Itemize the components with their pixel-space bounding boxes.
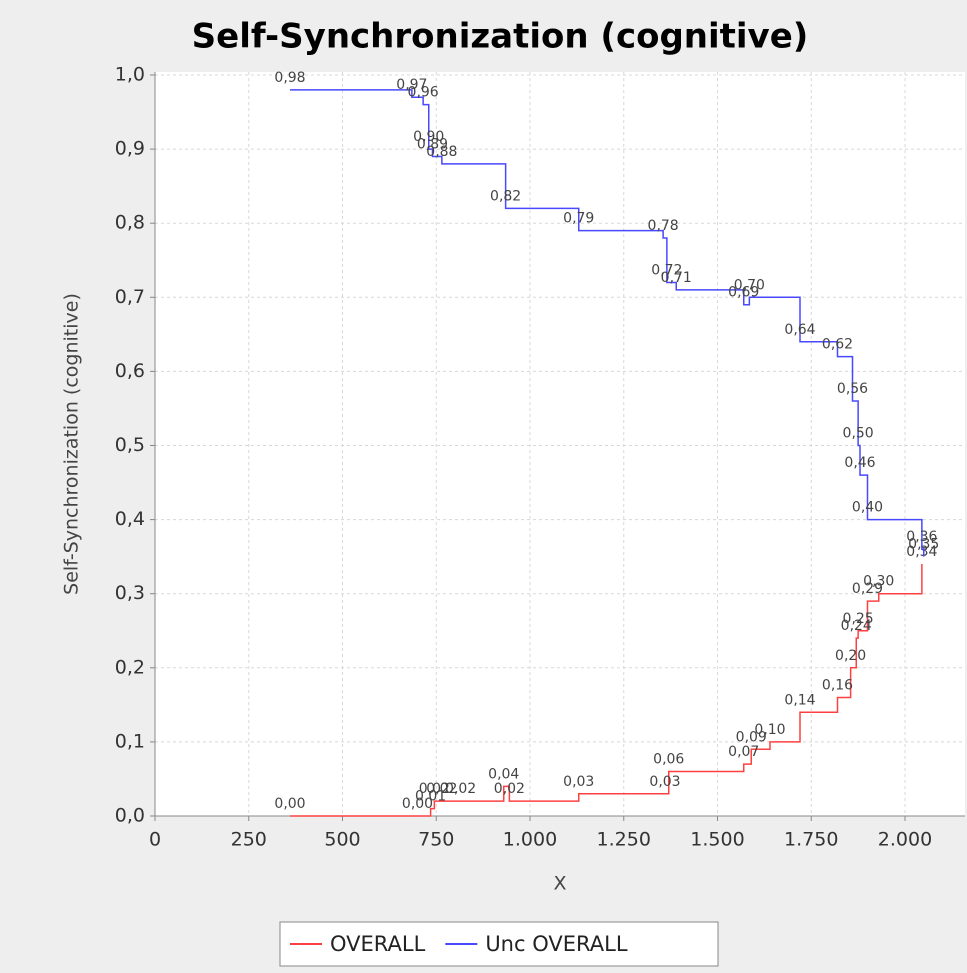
data-label: 0,82	[490, 188, 521, 204]
data-label: 0,90	[413, 129, 444, 145]
data-label: 0,69	[728, 285, 759, 301]
data-label: 0,96	[408, 85, 439, 101]
step-line	[290, 89, 925, 557]
data-label: 0,02	[445, 781, 476, 797]
data-label: 0,03	[649, 774, 680, 790]
data-label: 0,04	[488, 766, 519, 782]
data-label: 0,02	[419, 781, 450, 797]
data-label: 0,25	[843, 611, 874, 627]
data-label: 0,36	[906, 529, 937, 545]
y-tick-label: 0,3	[115, 582, 145, 604]
y-tick-label: 0,9	[115, 138, 145, 160]
y-tick-label: 0,0	[115, 805, 145, 827]
y-tick-label: 0,6	[115, 360, 145, 382]
data-label: 0,35	[908, 537, 939, 553]
data-label: 0,02	[494, 781, 525, 797]
data-label: 0,56	[837, 381, 868, 397]
data-label: 0,01	[415, 789, 446, 805]
data-label: 0,30	[863, 574, 894, 590]
data-label: 0,20	[835, 648, 866, 664]
data-label: 0,02	[426, 781, 457, 797]
y-tick-label: 0,2	[115, 656, 145, 678]
data-label: 0,03	[563, 774, 594, 790]
data-label: 0,40	[852, 500, 883, 516]
y-tick-label: 0,5	[115, 434, 145, 456]
data-label: 0,29	[852, 581, 883, 597]
y-tick-label: 0,7	[115, 286, 145, 308]
data-label: 0,64	[784, 322, 815, 338]
data-label: 0,09	[736, 729, 767, 745]
data-label: 0,88	[426, 144, 457, 160]
y-axis-label: Self-Synchronization (cognitive)	[61, 293, 83, 595]
legend-label: Unc OVERALL	[485, 932, 628, 956]
x-tick-label: 250	[231, 829, 267, 851]
step-line	[290, 564, 923, 817]
x-tick-label: 500	[324, 829, 360, 851]
x-tick-label: 1.000	[503, 829, 557, 851]
data-label: 0,46	[844, 455, 875, 471]
data-label: 0,34	[906, 544, 937, 560]
x-tick-label: 1.250	[597, 829, 651, 851]
data-label: 0,78	[648, 218, 679, 234]
data-label: 0,10	[754, 722, 785, 738]
data-label: 0,70	[734, 277, 765, 293]
y-tick-label: 0,8	[115, 212, 145, 234]
data-label: 0,98	[274, 70, 305, 86]
y-tick-label: 0,1	[115, 730, 145, 752]
data-label: 0,00	[402, 796, 433, 812]
x-tick-label: 0	[149, 829, 161, 851]
x-tick-label: 2.000	[878, 829, 932, 851]
x-tick-label: 1.500	[690, 829, 744, 851]
data-label: 0,89	[417, 137, 448, 153]
data-label: 0,62	[822, 337, 853, 353]
data-label: 0,50	[843, 426, 874, 442]
y-tick-label: 1,0	[115, 64, 145, 86]
data-label: 0,79	[563, 211, 594, 227]
data-label: 0,00	[274, 796, 305, 812]
data-label: 0,06	[653, 752, 684, 768]
data-label: 0,07	[728, 744, 759, 760]
x-axis-label: X	[553, 873, 566, 895]
data-label: 0,24	[841, 618, 872, 634]
y-tick-label: 0,4	[115, 508, 145, 530]
plot-area	[155, 72, 965, 816]
legend-label: OVERALL	[330, 932, 426, 956]
legend	[279, 921, 719, 967]
x-tick-label: 750	[418, 829, 454, 851]
data-label: 0,71	[661, 270, 692, 286]
data-label: 0,97	[396, 77, 427, 93]
data-label: 0,72	[651, 262, 682, 278]
data-label: 0,14	[784, 692, 815, 708]
chart-title: Self-Synchronization (cognitive)	[192, 17, 809, 57]
data-label: 0,16	[822, 677, 853, 693]
x-tick-label: 1.750	[784, 829, 838, 851]
